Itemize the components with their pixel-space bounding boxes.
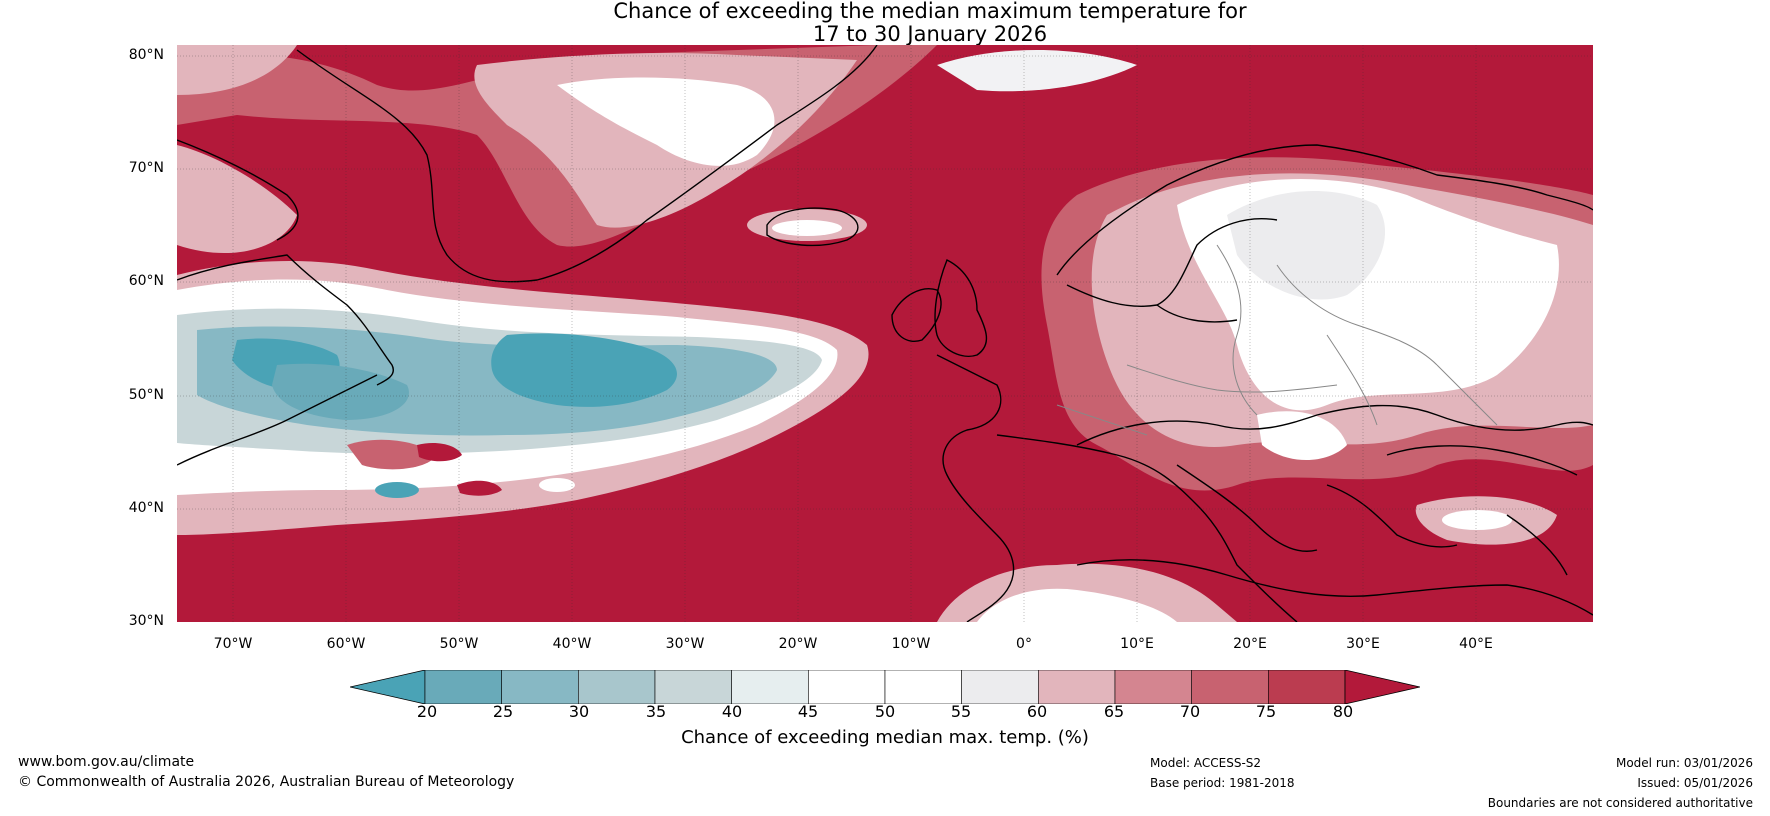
lon-label: 60°W [326, 636, 366, 652]
colorbar-tick: 20 [416, 702, 438, 721]
colorbar-tick: 80 [1332, 702, 1354, 721]
issued-date: Issued: 05/01/2026 [1637, 776, 1753, 790]
colorbar-tick: 30 [568, 702, 590, 721]
colorbar-tick: 50 [874, 702, 896, 721]
colorbar-tick: 55 [950, 702, 972, 721]
colorbar-segment [1038, 670, 1116, 704]
model-name: Model: ACCESS-S2 [1150, 756, 1262, 770]
colorbar-segment [654, 670, 732, 704]
colorbar-extend-high [1344, 670, 1420, 704]
lon-label: 20°W [778, 636, 818, 652]
region-baffin [177, 145, 297, 254]
colorbar-segment [1191, 670, 1269, 704]
lat-label: 40°N [128, 500, 164, 516]
colorbar-tick: 45 [797, 702, 819, 721]
colorbar-tick: 70 [1179, 702, 1201, 721]
colorbar-segment [424, 670, 502, 704]
lon-label: 70°W [213, 636, 253, 652]
region-atlantic-blue [491, 333, 677, 407]
lat-label: 50°N [128, 387, 164, 403]
region-arctic-white [557, 77, 775, 166]
lon-label: 10°W [891, 636, 931, 652]
lon-label: 30°W [665, 636, 705, 652]
region-balkans-white [1257, 411, 1347, 460]
colorbar-tick: 65 [1103, 702, 1125, 721]
colorbar [350, 670, 1420, 704]
lat-label: 30°N [128, 613, 164, 629]
lon-label: 40°W [552, 636, 592, 652]
colorbar-segment [501, 670, 579, 704]
colorbar-segment [884, 670, 962, 704]
colorbar-tick: 60 [1026, 702, 1048, 721]
colorbar-segment [578, 670, 656, 704]
copyright-notice: © Commonwealth of Australia 2026, Austra… [18, 774, 515, 790]
colorbar-tick: 25 [492, 702, 514, 721]
colorbar-segment [961, 670, 1039, 704]
graticule [177, 45, 1593, 622]
colorbar-segment [808, 670, 886, 704]
title-line-2: 17 to 30 January 2026 [812, 22, 1048, 46]
colorbar-tick: 75 [1255, 702, 1277, 721]
region-north-white [937, 50, 1137, 92]
coastlines [177, 45, 1593, 622]
colorbar-segment [1114, 670, 1192, 704]
map-title: Chance of exceeding the median maximum t… [0, 0, 1770, 46]
colorbar-title: Chance of exceeding median max. temp. (%… [681, 727, 1089, 748]
lat-label: 60°N [128, 273, 164, 289]
lon-label: 0° [1016, 636, 1032, 652]
lat-label: 80°N [128, 47, 164, 63]
boundaries-disclaimer: Boundaries are not considered authoritat… [1487, 796, 1753, 810]
region-top-left-pink [177, 45, 297, 95]
colorbar-tick: 35 [645, 702, 667, 721]
title-line-1: Chance of exceeding the median maximum t… [613, 0, 1247, 23]
probability-map [177, 45, 1593, 622]
lon-label: 50°W [439, 636, 479, 652]
lon-label: 30°E [1346, 636, 1380, 652]
lat-label: 70°N [128, 160, 164, 176]
colorbar-segment [1268, 670, 1346, 704]
region-atlantic-red-spots [347, 439, 437, 470]
website-link[interactable]: www.bom.gov.au/climate [18, 754, 195, 770]
lon-label: 10°E [1120, 636, 1154, 652]
colorbar-segment [731, 670, 809, 704]
lon-label: 40°E [1459, 636, 1493, 652]
lon-label: 20°E [1233, 636, 1267, 652]
model-run-date: Model run: 03/01/2026 [1615, 756, 1753, 770]
colorbar-tick: 40 [721, 702, 743, 721]
colorbar-extend-low [350, 670, 426, 704]
base-period: Base period: 1981-2018 [1150, 776, 1295, 790]
country-borders [1056, 244, 1498, 436]
